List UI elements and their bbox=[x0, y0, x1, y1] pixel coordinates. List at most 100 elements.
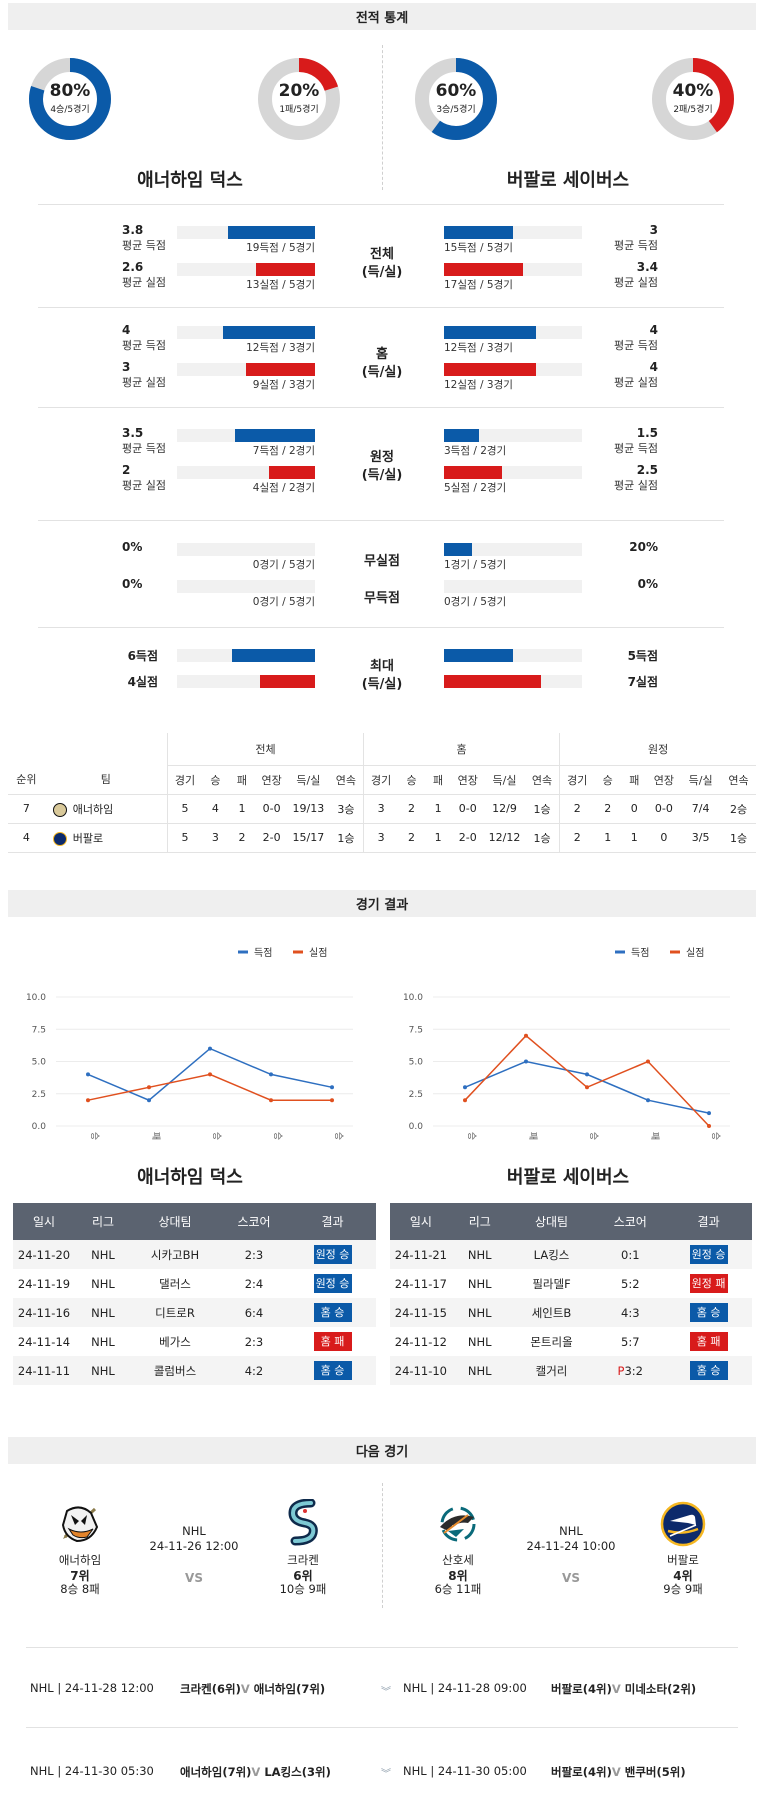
standings-cell: 19/13 bbox=[292, 802, 325, 815]
standings-col-header: 연속 bbox=[328, 765, 365, 794]
data-point bbox=[208, 1046, 212, 1051]
home-stat-caption: 0경기 / 5경기 bbox=[252, 596, 315, 608]
standings-cell: 2 bbox=[408, 831, 416, 844]
standings-group-home: 홈 bbox=[363, 733, 561, 766]
home-stat-bar bbox=[246, 363, 315, 376]
upcoming-match-link[interactable]: 버팔로(4위)V 미네소타(2위) bbox=[551, 1681, 696, 1697]
result-cell: 원정 승 bbox=[289, 1269, 376, 1298]
standings-cell: 3/5 bbox=[691, 831, 710, 844]
standings-rank: 7 bbox=[22, 802, 30, 815]
chevron-down-icon[interactable]: ︾ bbox=[381, 1687, 391, 1698]
stat-group-subtitle: (득/실) bbox=[361, 265, 403, 280]
standings-cell: 2 bbox=[573, 831, 581, 844]
results-row: 24-11-17 NHL 필라델F 5:2 원정 패 bbox=[390, 1269, 752, 1298]
result-badge: 원정 승 bbox=[689, 1245, 728, 1264]
results-col-header: 리그 bbox=[75, 1203, 131, 1240]
upcoming-match-link[interactable]: 크라켄(6위)V 애너하임(7위) bbox=[180, 1681, 325, 1697]
result-league: NHL bbox=[467, 1334, 492, 1349]
result-cell: 원정 패 bbox=[665, 1269, 752, 1298]
away-stat-value: 20% bbox=[629, 540, 658, 554]
standings-cell: 0-0 bbox=[654, 802, 673, 815]
divider bbox=[382, 1483, 383, 1608]
y-tick-label: 0.0 bbox=[409, 1122, 424, 1132]
away-stat-label: 평균 실점 bbox=[614, 376, 658, 389]
y-tick-label: 7.5 bbox=[409, 1025, 423, 1035]
home-stat-value: 3.5 bbox=[122, 426, 144, 440]
result-league: NHL bbox=[91, 1276, 115, 1291]
standings-team[interactable]: 버팔로 bbox=[44, 823, 168, 852]
result-league: NHL bbox=[451, 1298, 508, 1327]
legend-label: 득점 bbox=[254, 947, 272, 959]
next-home-record: 6승 11패 bbox=[434, 1582, 482, 1596]
donut-percent: 80% bbox=[49, 81, 91, 101]
standings-table: 전체 홈 원정 순위 팀 경기 승 패 연장 득/실 연속 경기 승 패 연장 득/실 연속 경기 승 패 연장 득… bbox=[8, 733, 756, 853]
upcoming-team1: 버팔로(4위) bbox=[551, 1765, 612, 1779]
standings-cell: 1 bbox=[238, 802, 246, 815]
standings-col-header: 연속 bbox=[728, 773, 749, 787]
donut-caption: 2패/5경기 bbox=[673, 105, 713, 115]
chevron-down-icon[interactable]: ︾ bbox=[381, 1769, 391, 1780]
next-league: NHL bbox=[559, 1524, 583, 1538]
away-stat-caption: 0경기 / 5경기 bbox=[444, 596, 507, 608]
divider bbox=[26, 1727, 738, 1728]
home-stat-value: 2.6 bbox=[122, 260, 144, 274]
section-title-next: 다음 경기 bbox=[8, 1437, 756, 1464]
standings-col-header: 순위 bbox=[16, 773, 37, 787]
home-stat-track bbox=[177, 543, 315, 556]
home-stat-bar bbox=[228, 226, 315, 239]
next-away-name: 크라켄 bbox=[287, 1553, 319, 1567]
standings-col-header: 승 bbox=[602, 773, 613, 787]
upcoming-team1: 크라켄(6위) bbox=[180, 1682, 241, 1696]
home-stat-bar bbox=[255, 263, 315, 276]
result-league: NHL bbox=[91, 1334, 115, 1349]
standings-cell: 1 bbox=[434, 831, 442, 844]
result-cell: 홈 승 bbox=[289, 1356, 376, 1385]
score-text: 2:3 bbox=[244, 1247, 264, 1262]
standings-col-header: 팀 bbox=[44, 765, 168, 794]
vs-separator: V bbox=[251, 1765, 261, 1779]
upcoming-team1: 버팔로(4위) bbox=[551, 1682, 612, 1696]
next-home-name: 애너하임 bbox=[58, 1553, 102, 1567]
upcoming-team2: 애너하임(7위) bbox=[253, 1682, 326, 1696]
standings-col-header: 경기 bbox=[371, 773, 392, 787]
divider bbox=[38, 204, 724, 205]
data-point bbox=[86, 1098, 90, 1103]
home-stat-value: 2 bbox=[122, 463, 131, 477]
score-text: 2:4 bbox=[244, 1276, 264, 1291]
standings-cell: 5 bbox=[181, 831, 189, 844]
results-row: 24-11-21 NHL LA킹스 0:1 원정 승 bbox=[390, 1240, 752, 1269]
away-stat-label: 평균 득점 bbox=[614, 339, 658, 352]
home-stat-value: 4 bbox=[122, 323, 131, 337]
home-stat-track bbox=[177, 580, 315, 593]
home-stat-label: 평균 실점 bbox=[122, 376, 166, 389]
result-date: 24-11-12 bbox=[394, 1334, 447, 1349]
y-tick-label: 5.0 bbox=[409, 1058, 424, 1068]
result-cell: 홈 승 bbox=[665, 1356, 752, 1385]
standings-rank: 4 bbox=[22, 831, 30, 844]
home-stat-caption: 13실점 / 5경기 bbox=[246, 279, 315, 291]
upcoming-match-link[interactable]: 버팔로(4위)V 밴쿠버(5위) bbox=[551, 1764, 686, 1780]
next-away-name: 버팔로 bbox=[667, 1553, 699, 1567]
result-score: 2:3 bbox=[219, 1327, 289, 1356]
standings-cell: 3승 bbox=[328, 794, 365, 823]
sabres-logo bbox=[660, 1501, 706, 1547]
result-date: 24-11-14 bbox=[17, 1334, 71, 1349]
x-tick-label: 패 bbox=[527, 1132, 538, 1140]
result-opponent: 댈러스 bbox=[159, 1276, 191, 1291]
away-max-value: 5득점 bbox=[627, 649, 658, 663]
results-row: 24-11-19 NHL 댈러스 2:4 원정 승 bbox=[13, 1269, 376, 1298]
ducks-logo bbox=[57, 1501, 103, 1547]
result-league: NHL bbox=[75, 1298, 131, 1327]
result-cell: 홈 패 bbox=[289, 1327, 376, 1356]
upcoming-match-link[interactable]: 애너하임(7위)V LA킹스(3위) bbox=[180, 1764, 331, 1780]
line-chart-home: 10.0 7.5 5.0 2.5 0.0 승 패 승 승 승 득점 실점 bbox=[26, 947, 353, 1140]
score-text: 4:2 bbox=[244, 1363, 264, 1378]
data-point bbox=[147, 1098, 151, 1103]
result-badge: 원정 패 bbox=[689, 1274, 728, 1293]
results-col-header: 상대팀 bbox=[507, 1203, 596, 1240]
home-stat-label: 평균 실점 bbox=[122, 479, 166, 492]
standings-col-header: 패 bbox=[629, 773, 640, 787]
vs-separator: V bbox=[611, 1682, 621, 1696]
upcoming-team2: 밴쿠버(5위) bbox=[624, 1765, 686, 1779]
standings-team[interactable]: 애너하임 bbox=[44, 794, 168, 823]
